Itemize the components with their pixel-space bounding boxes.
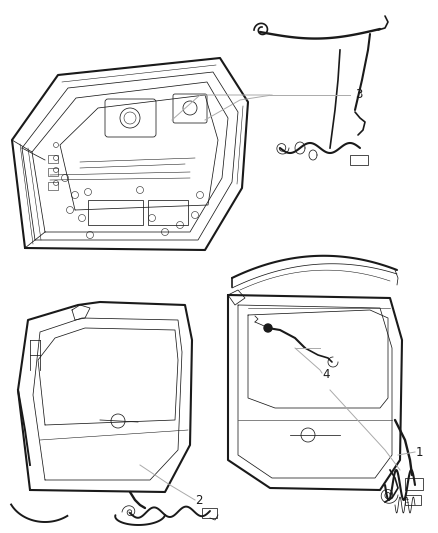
Bar <box>350 155 368 165</box>
Bar <box>202 508 217 518</box>
Bar <box>405 478 423 490</box>
Bar <box>48 155 58 163</box>
Text: 1: 1 <box>416 446 424 458</box>
Text: 3: 3 <box>355 88 362 101</box>
Bar <box>405 495 421 505</box>
Bar <box>48 168 58 176</box>
Text: 4: 4 <box>322 368 329 382</box>
Bar <box>48 182 58 190</box>
Bar <box>148 200 188 225</box>
Text: 2: 2 <box>195 494 202 506</box>
Circle shape <box>264 324 272 332</box>
Bar <box>88 200 143 225</box>
